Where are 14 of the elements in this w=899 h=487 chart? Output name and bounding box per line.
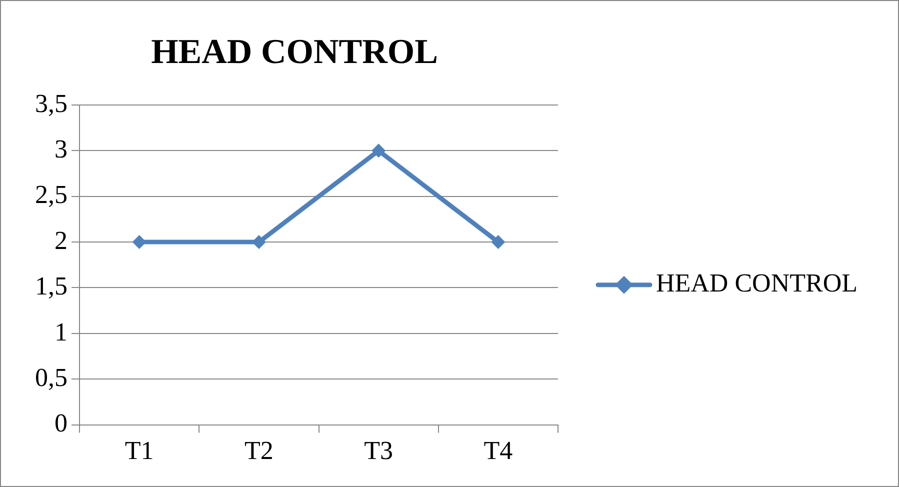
x-tick-label: T4 xyxy=(484,436,513,466)
chart-title: HEAD CONTROL xyxy=(151,32,438,72)
y-tick-label: 3,5 xyxy=(35,88,68,118)
x-tick-label: T1 xyxy=(124,436,154,466)
legend-label: HEAD CONTROL xyxy=(656,268,858,298)
y-tick-label: 0,5 xyxy=(35,362,68,392)
x-tick-label: T3 xyxy=(364,436,394,466)
y-tick-label: 1 xyxy=(54,317,68,346)
y-tick-label: 1,5 xyxy=(35,272,68,301)
y-tick-label: 0 xyxy=(54,408,68,438)
y-tick-label: 2,5 xyxy=(35,180,68,210)
x-tick-label: T2 xyxy=(244,436,274,466)
y-tick-label: 2 xyxy=(54,226,68,255)
y-tick-label: 3 xyxy=(54,134,68,164)
